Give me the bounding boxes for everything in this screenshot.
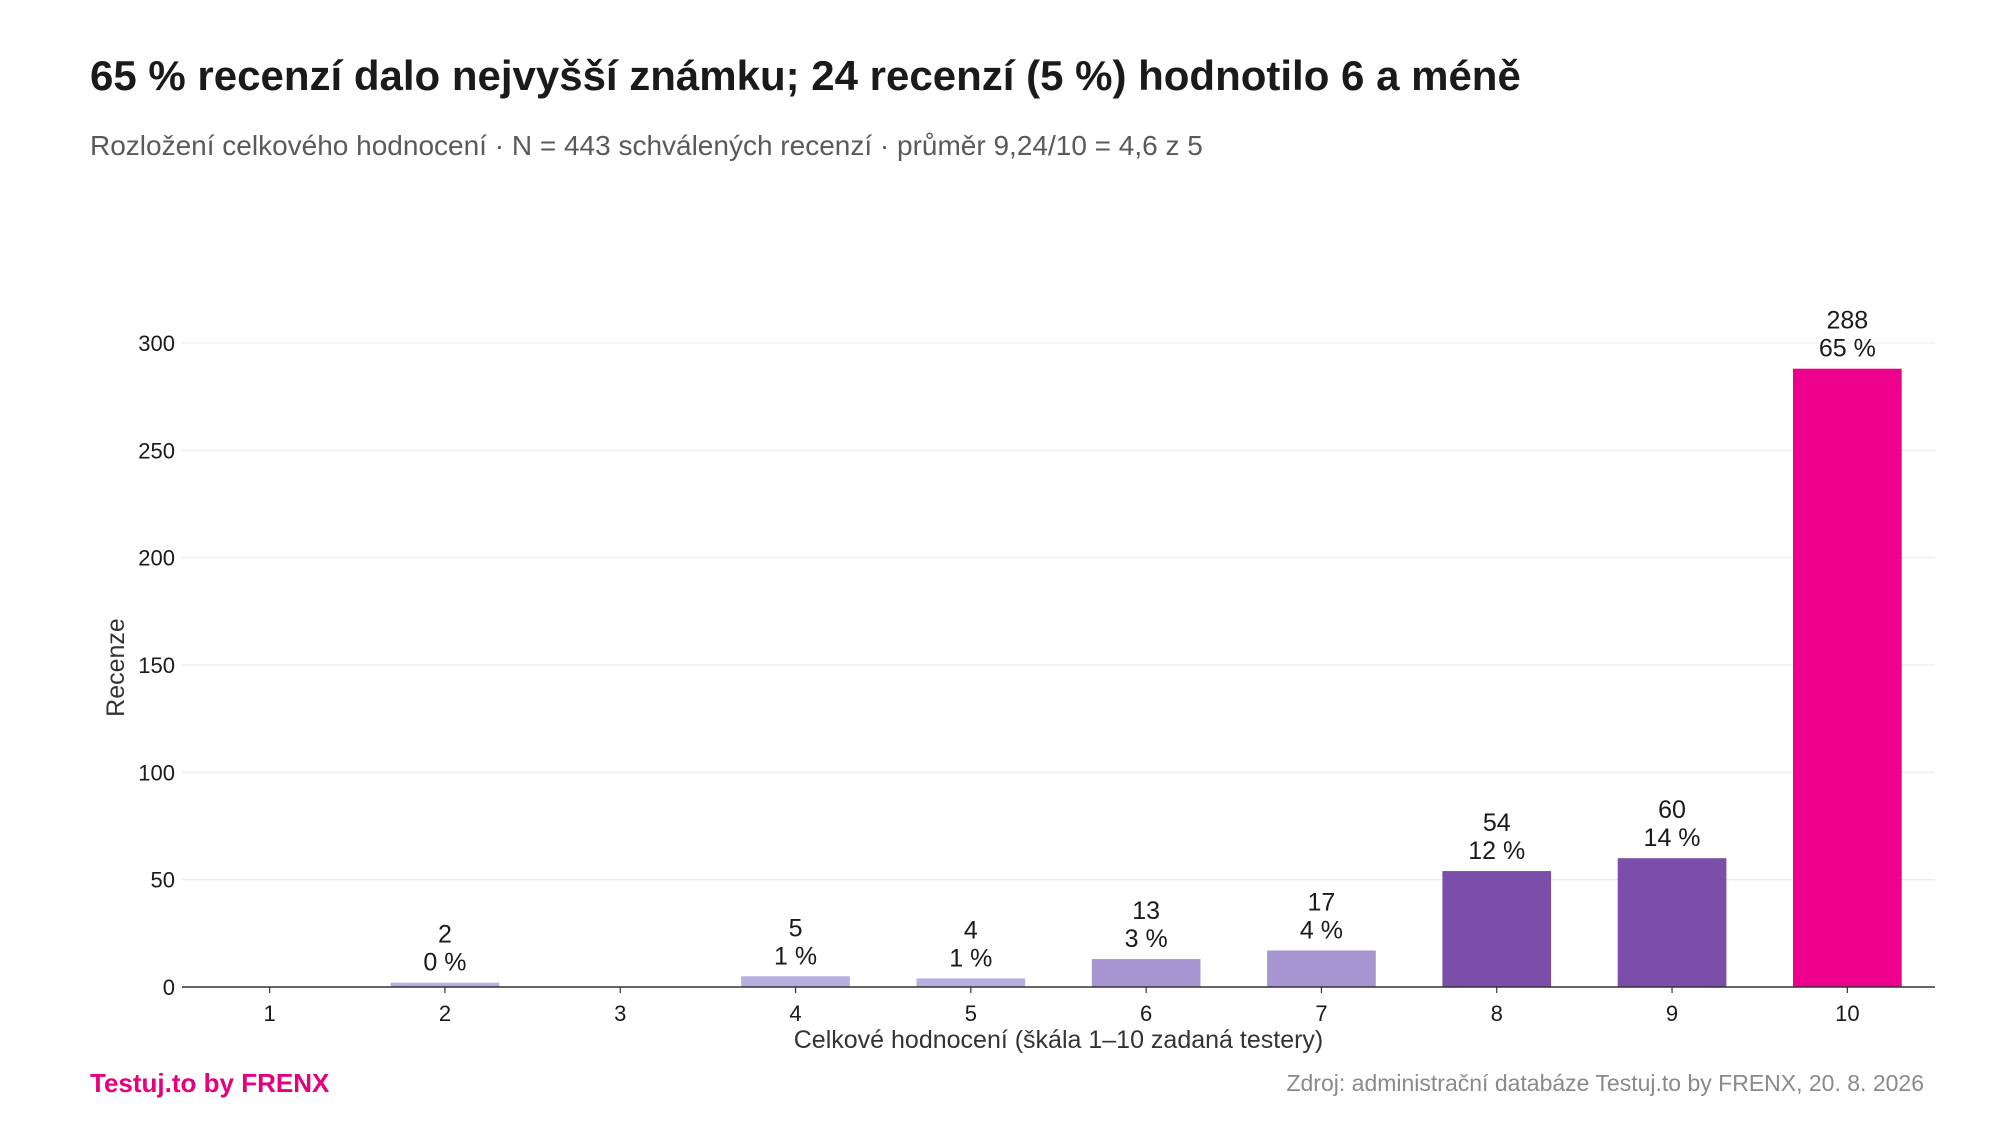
x-tick-label: 6 — [1140, 1001, 1152, 1026]
bar-percent-label: 4 % — [1300, 917, 1343, 945]
page-title: 65 % recenzí dalo nejvyšší známku; 24 re… — [90, 52, 1521, 99]
y-tick-label: 300 — [138, 331, 175, 356]
bar-2 — [390, 982, 500, 987]
x-axis-ticks: 1 2 3 4 5 6 7 8 9 10 — [264, 987, 1860, 1026]
bar-percent-label: 12 % — [1468, 837, 1525, 865]
x-tick-label: 7 — [1315, 1001, 1327, 1026]
y-axis-ticks: 0 50 100 150 200 250 300 — [138, 331, 175, 1000]
bar-value-label: 4 — [964, 916, 978, 944]
x-tick-label: 10 — [1835, 1001, 1859, 1026]
bar-4 — [741, 976, 850, 987]
x-axis-title: Celkové hodnocení (škála 1–10 zadaná tes… — [794, 1026, 1324, 1054]
bar-6 — [1091, 959, 1201, 987]
bar-value-label: 2 — [438, 921, 452, 949]
bar-percent-label: 65 % — [1819, 335, 1876, 363]
bar-value-label: 17 — [1308, 889, 1336, 917]
x-tick-label: 2 — [439, 1001, 451, 1026]
bar-value-label: 54 — [1483, 809, 1511, 837]
x-tick-label: 8 — [1491, 1001, 1503, 1026]
bar-5 — [916, 978, 1026, 987]
x-tick-label: 1 — [264, 1001, 276, 1026]
bar-value-label: 288 — [1826, 307, 1868, 335]
bar-8 — [1442, 871, 1552, 987]
bar-percent-label: 1 % — [949, 944, 992, 972]
bar-7 — [1267, 950, 1376, 987]
bar-value-label: 5 — [789, 914, 803, 942]
x-tick-label: 3 — [614, 1001, 626, 1026]
y-tick-label: 50 — [151, 868, 175, 893]
bar-value-label: 60 — [1658, 796, 1686, 824]
y-axis-title: Recenze — [102, 618, 130, 717]
page-subtitle: Rozložení celkového hodnocení · N = 443 … — [90, 130, 1203, 161]
bars — [390, 368, 1902, 987]
x-tick-label: 5 — [965, 1001, 977, 1026]
bar-percent-label: 14 % — [1644, 824, 1701, 852]
gridlines — [182, 342, 1935, 881]
y-tick-label: 200 — [138, 546, 175, 571]
y-tick-label: 150 — [138, 653, 175, 678]
x-tick-label: 4 — [789, 1001, 801, 1026]
brand-logo-text: Testuj.to by FRENX — [90, 1068, 330, 1098]
bar-10 — [1793, 368, 1902, 987]
y-tick-label: 0 — [163, 975, 175, 1000]
bar-percent-label: 1 % — [774, 942, 817, 970]
source-note: Zdroj: administrační databáze Testuj.to … — [1286, 1070, 1924, 1096]
bar-9 — [1617, 858, 1727, 987]
y-tick-label: 100 — [138, 760, 175, 785]
bar-value-label: 13 — [1132, 897, 1160, 925]
x-tick-label: 9 — [1666, 1001, 1678, 1026]
bar-percent-label: 3 % — [1125, 925, 1168, 953]
bar-percent-label: 0 % — [423, 949, 466, 977]
y-tick-label: 250 — [138, 438, 175, 463]
